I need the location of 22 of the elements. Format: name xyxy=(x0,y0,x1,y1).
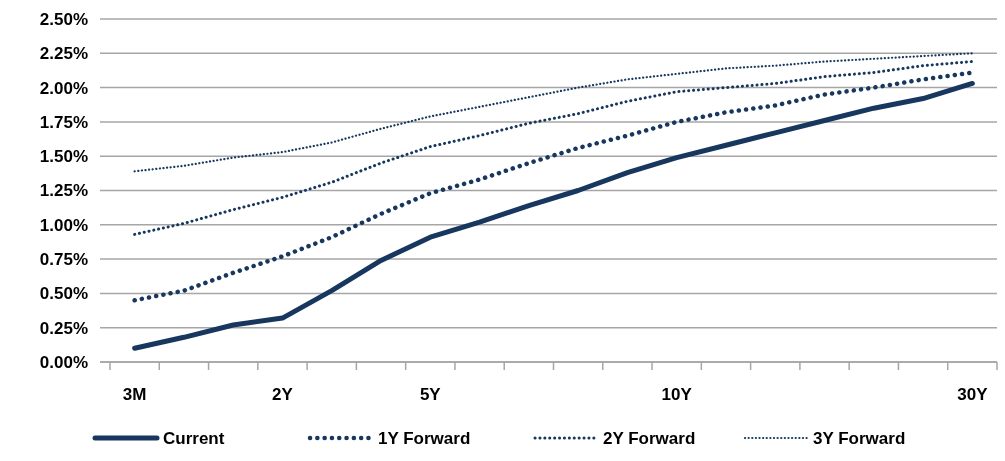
y-tick-label: 1.00% xyxy=(39,215,88,235)
x-tick-label: 2Y xyxy=(272,385,294,404)
y-tick-label: 2.50% xyxy=(39,9,88,29)
legend-label: 2Y Forward xyxy=(603,429,696,448)
x-tick-label: 3M xyxy=(122,385,147,404)
y-tick-label: 1.75% xyxy=(39,112,88,132)
legend-label: 1Y Forward xyxy=(378,429,471,448)
x-tick-label: 5Y xyxy=(419,385,442,404)
y-tick-label: 0.50% xyxy=(39,284,88,304)
y-tick-label: 0.75% xyxy=(39,250,88,270)
x-tick-label: 10Y xyxy=(661,385,693,404)
legend-label: 3Y Forward xyxy=(813,429,906,448)
line-series xyxy=(133,52,974,173)
y-tick-label: 2.25% xyxy=(39,44,88,64)
x-tick-label: 30Y xyxy=(957,385,989,404)
y-tick-label: 0.00% xyxy=(39,352,88,372)
line-series xyxy=(133,60,974,236)
y-tick-label: 1.25% xyxy=(39,181,88,201)
y-tick-label: 2.00% xyxy=(39,78,88,98)
y-tick-label: 1.50% xyxy=(39,147,88,167)
y-tick-label: 0.25% xyxy=(39,318,88,338)
legend-label: Current xyxy=(163,429,225,448)
